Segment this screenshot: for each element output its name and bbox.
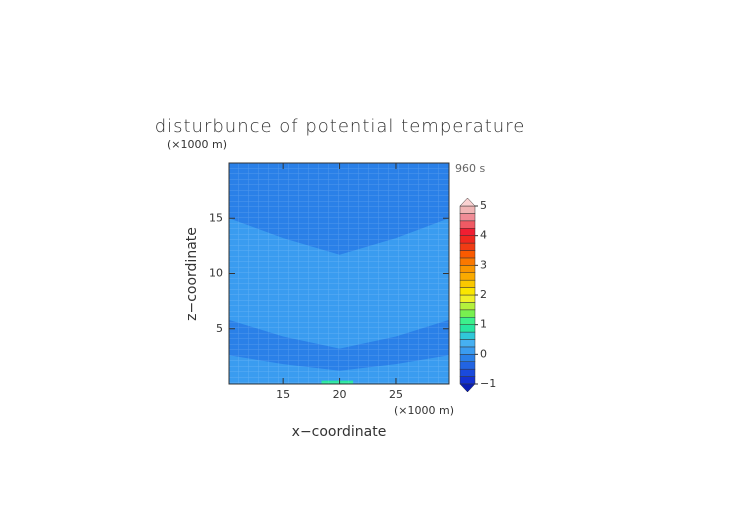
colorbar-tick-label: 0: [480, 347, 487, 360]
colorbar-bin: [459, 339, 476, 348]
x-unit: (×1000 m): [394, 404, 454, 417]
y-tick-label: 5: [216, 322, 223, 335]
colorbar-tick-label: 2: [480, 288, 487, 301]
colorbar-bin: [459, 324, 476, 333]
y-tick-label: 15: [209, 211, 223, 224]
colorbar-bin: [459, 205, 476, 214]
y-axis-label: z−coordinate: [184, 227, 200, 321]
x-axis-label: x−coordinate: [292, 424, 387, 440]
y-unit: (×1000 m): [167, 138, 227, 151]
colorbar-bin: [459, 220, 476, 229]
colorbar-tick-label: 3: [480, 258, 487, 271]
colorbar-bin: [459, 368, 476, 377]
colorbar-tick-label: 1: [480, 318, 487, 331]
x-tick-label: 20: [333, 388, 347, 401]
colorbar-under: [459, 383, 476, 393]
colorbar-over: [459, 197, 476, 207]
colorbar-bin: [459, 294, 476, 303]
colorbar-bin: [459, 317, 476, 325]
colorbar-bin: [459, 354, 476, 363]
colorbar-bin: [459, 242, 476, 251]
colorbar-bin: [459, 257, 476, 266]
y-tick-label: 10: [209, 267, 223, 280]
x-tick-label: 25: [389, 388, 403, 401]
colorbar-tick-label: 5: [480, 199, 487, 212]
colorbar-bin: [459, 235, 476, 244]
colorbar-bin: [459, 376, 476, 385]
colorbar-bin: [459, 265, 476, 274]
colorbar-bin: [459, 250, 476, 259]
chart-title: disturbunce of potential temperature: [155, 116, 526, 137]
colorbar-bin: [459, 272, 476, 281]
colorbar-bin: [459, 361, 476, 370]
colorbar-bin: [459, 279, 476, 288]
cell-grid: [229, 163, 449, 384]
colorbar-bin: [459, 213, 476, 222]
colorbar-tick-label: −1: [480, 377, 496, 390]
colorbar-bin: [459, 331, 476, 340]
colorbar-bin: [459, 309, 476, 318]
colorbar-bin: [459, 346, 476, 355]
x-tick-label: 15: [276, 388, 290, 401]
colorbar-bin: [459, 302, 476, 311]
colorbar-tick-label: 4: [480, 229, 487, 242]
colorbar-bin: [459, 228, 476, 236]
colorbar-bin: [459, 287, 476, 296]
time-label: 960 s: [455, 162, 485, 175]
